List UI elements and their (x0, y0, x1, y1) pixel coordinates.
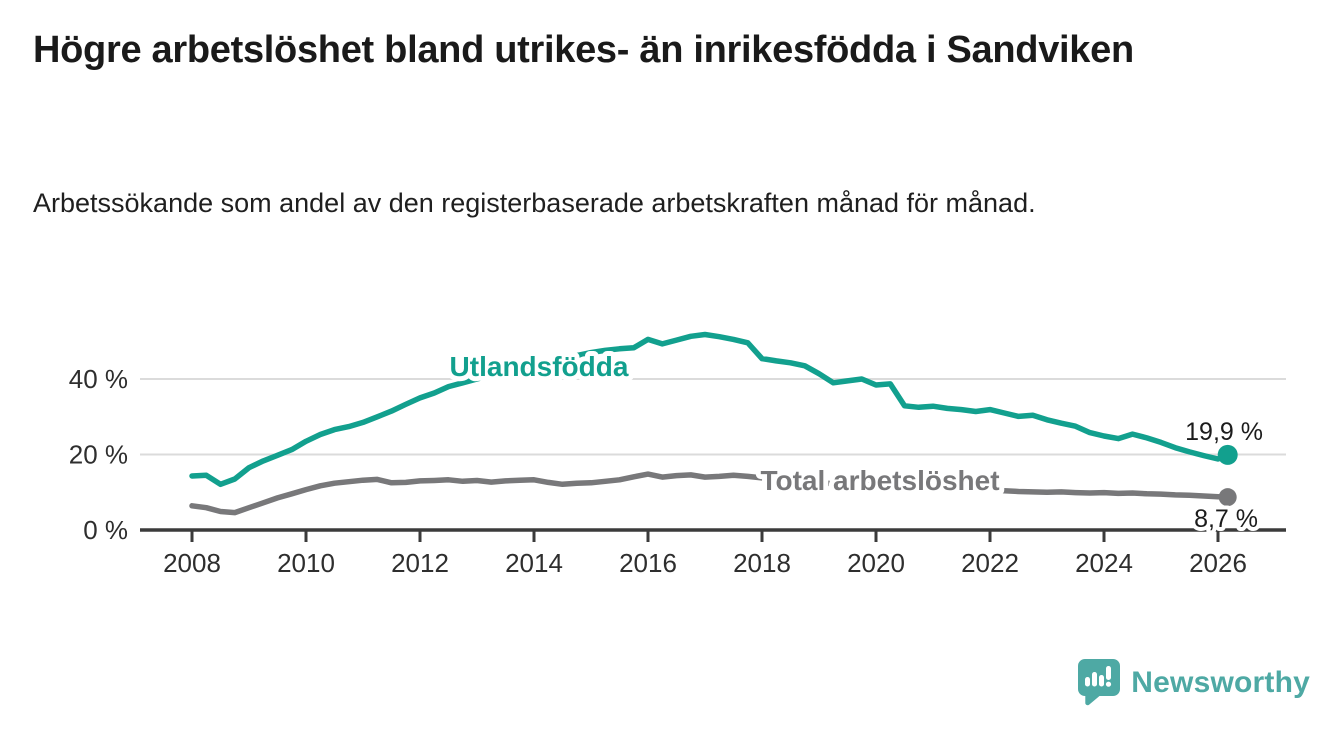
newsworthy-logo-text: Newsworthy (1131, 665, 1310, 699)
series-end-dot-utlandsfodda (1217, 444, 1238, 465)
y-axis-tick-label: 0 % (83, 515, 128, 545)
x-axis-tick-label: 2024 (1075, 548, 1133, 578)
series-end-value-utlandsfodda: 19,9 % (1185, 418, 1263, 446)
newsworthy-logo-icon (1078, 659, 1121, 706)
series-label-total: Total arbetslöshet (760, 465, 999, 496)
series-end-dot-total (1218, 488, 1237, 507)
series-end-value-total: 8,7 % (1194, 505, 1258, 533)
x-axis-tick-label: 2020 (847, 548, 905, 578)
chart-subtitle: Arbetssökande som andel av den registerb… (33, 188, 1036, 218)
newsworthy-logo: Newsworthy (1078, 659, 1310, 706)
x-axis-tick-label: 2026 (1189, 548, 1247, 578)
x-axis-tick-label: 2018 (733, 548, 791, 578)
x-axis-tick-label: 2016 (619, 548, 677, 578)
x-axis-tick-label: 2014 (505, 548, 563, 578)
series-label-utlandsfodda: Utlandsfödda (450, 351, 629, 382)
y-axis-tick-label: 20 % (69, 440, 128, 470)
x-axis-tick-label: 2012 (391, 548, 449, 578)
series-line-total (189, 471, 1231, 516)
x-axis-tick-label: 2008 (163, 548, 221, 578)
x-axis-tick-label: 2022 (961, 548, 1019, 578)
x-axis-tick-label: 2010 (277, 548, 335, 578)
series-line-utlandsfodda (189, 331, 1231, 488)
y-axis-tick-label: 40 % (69, 364, 128, 394)
page-title: Högre arbetslöshet bland utrikes- än inr… (33, 29, 1134, 71)
